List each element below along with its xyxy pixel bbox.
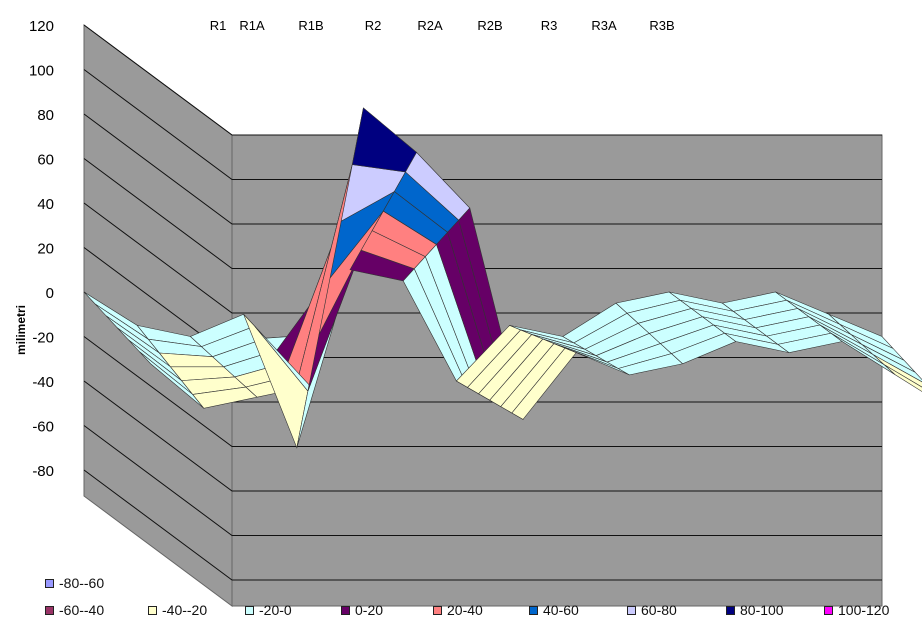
grid-line [83, 24, 882, 136]
legend-label: -20-0 [259, 602, 292, 618]
x-axis-ticks: R1 R1A R1B R2 R2A R2B R3 R3A R3B [210, 18, 675, 33]
grid-line [83, 113, 882, 225]
y-tick-label: -20 [32, 330, 54, 347]
x-tick-label: R3B [649, 18, 674, 33]
y-tick-label: -80 [32, 463, 54, 480]
legend-item: 100-120 [824, 602, 889, 618]
legend-swatch [45, 605, 54, 615]
y-tick-label: -40 [32, 374, 54, 391]
legend-swatch [148, 605, 157, 615]
x-tick-label: R3A [591, 18, 617, 33]
legend-label: 0-20 [355, 602, 384, 618]
x-tick-label: R2B [477, 18, 502, 33]
surface-patch [872, 354, 922, 388]
y-axis-label: milimetri [14, 305, 28, 355]
legend-swatch [341, 605, 350, 615]
y-tick-label: 80 [37, 107, 54, 124]
legend-swatch [824, 605, 833, 615]
y-tick-label: 20 [37, 241, 54, 258]
legend-item: 80-100 [726, 602, 784, 618]
legend-item: -60--40 [45, 602, 104, 618]
legend-item: 0-20 [341, 602, 383, 618]
x-tick-label: R1A [239, 18, 265, 33]
y-tick-label: 60 [37, 152, 54, 169]
legend-item: 60-80 [627, 602, 677, 618]
legend-swatch [726, 605, 735, 615]
legend-swatch [529, 605, 538, 615]
legend-item: -40--20 [148, 602, 207, 618]
legend-label: 80-100 [740, 602, 784, 618]
legend-swatch [433, 605, 442, 615]
legend-label: 20-40 [447, 602, 483, 618]
y-tick-label: 120 [29, 18, 54, 35]
y-axis-ticks: 120 100 80 60 40 20 0 -20 -40 -60 -80 [29, 18, 54, 480]
grid-line [83, 69, 882, 180]
legend-label: -80--60 [59, 575, 105, 591]
grid-line [83, 158, 882, 269]
legend-label: -40--20 [162, 602, 208, 618]
grid-line [83, 380, 882, 492]
surface-plot [83, 107, 922, 449]
legend-item: -20-0 [245, 602, 292, 618]
x-tick-label: R3 [541, 18, 558, 33]
legend-label: 40-60 [543, 602, 579, 618]
y-tick-label: 40 [37, 196, 54, 213]
surface-patch [861, 344, 922, 383]
legend-swatch [45, 578, 54, 588]
legend-swatch [627, 605, 636, 615]
legend-item: 40-60 [529, 602, 579, 618]
grid-line [83, 469, 882, 581]
y-tick-label: 100 [29, 63, 54, 80]
legend-label: -60--40 [59, 602, 105, 618]
grid-line [83, 336, 882, 447]
surface-patch [884, 364, 922, 392]
legend-swatch [245, 605, 254, 615]
x-tick-label: R1B [298, 18, 323, 33]
x-tick-label: R2A [417, 18, 443, 33]
x-tick-label: R2 [365, 18, 382, 33]
legend-item: 20-40 [433, 602, 483, 618]
y-tick-label: -60 [32, 419, 54, 436]
y-tick-label: 0 [46, 285, 54, 302]
legend-label: 60-80 [641, 602, 677, 618]
grid-line [83, 425, 882, 536]
x-tick-label: R1 [210, 18, 227, 33]
legend-label: 100-120 [838, 602, 890, 618]
legend-item: -80--60 [45, 575, 104, 591]
